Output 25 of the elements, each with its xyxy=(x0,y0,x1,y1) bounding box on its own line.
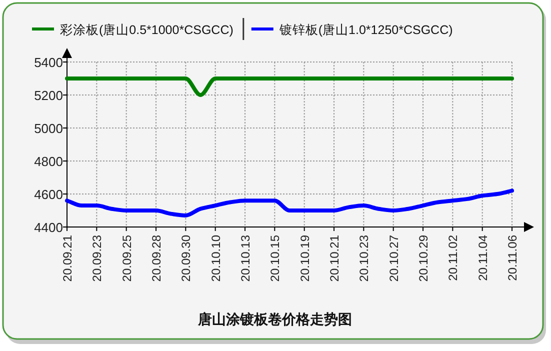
x-tick-label: 20.10.15 xyxy=(268,234,282,282)
y-tick-label: 5400 xyxy=(34,55,63,70)
y-tick-label: 5000 xyxy=(34,121,63,136)
x-tick-label: 20.09.23 xyxy=(90,234,104,282)
x-tick-label: 20.11.04 xyxy=(476,234,490,281)
x-tick-label: 20.11.02 xyxy=(446,234,460,281)
x-tick-label: 20.10.27 xyxy=(386,234,401,282)
x-tick-label: 20.09.28 xyxy=(150,234,164,282)
x-tick-label: 20.09.21 xyxy=(60,234,74,282)
x-tick-label: 20.11.06 xyxy=(506,234,520,281)
x-tick-label: 20.09.25 xyxy=(120,234,134,282)
x-tick-label: 20.09.30 xyxy=(179,234,194,282)
x-tick-label: 20.10.29 xyxy=(416,234,430,282)
y-tick-label: 4800 xyxy=(34,154,63,169)
y-tick-label: 5200 xyxy=(34,88,63,103)
x-tick-label: 20.10.19 xyxy=(298,234,312,282)
text: 唐山涂镀板卷价格走势图 xyxy=(197,311,352,327)
y-tick-label: 4600 xyxy=(34,187,63,202)
legend-label: 彩涂板(唐山0.5*1000*CSGCC) xyxy=(60,23,234,37)
legend-label: 镀锌板(唐山1.0*1250*CSGCC) xyxy=(278,23,453,37)
x-tick-label: 20.10.10 xyxy=(208,234,223,282)
x-tick-label: 20.10.21 xyxy=(328,234,342,282)
y-tick-label: 4400 xyxy=(34,220,63,235)
x-tick-label: 20.10.13 xyxy=(238,234,252,282)
x-tick-label: 20.10.23 xyxy=(357,234,372,282)
